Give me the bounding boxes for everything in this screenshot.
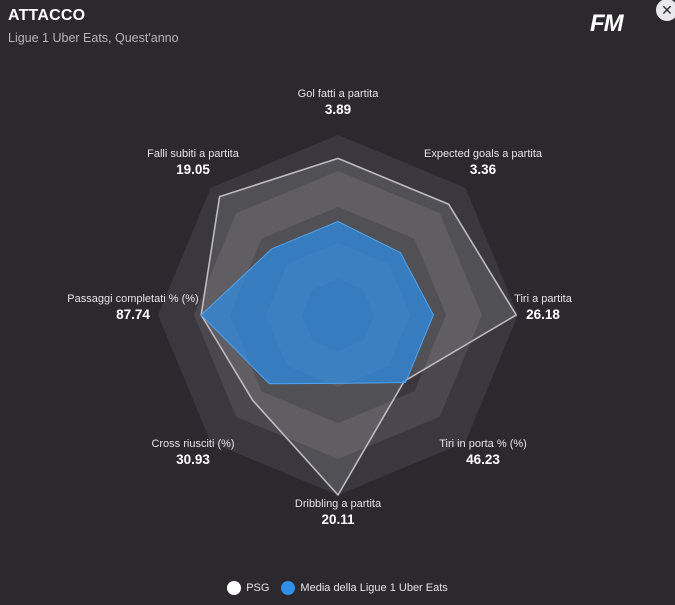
axis-label: Gol fatti a partita xyxy=(298,88,380,100)
axis-value: 19.05 xyxy=(176,162,210,177)
axis-label: Expected goals a partita xyxy=(424,148,543,160)
radar-axis-labels: Gol fatti a partita 3.89 Expected goals a … xyxy=(67,88,572,527)
axis-label: Cross riusciti (%) xyxy=(151,438,234,450)
axis-label-group: Cross riusciti (%) 30.93 xyxy=(151,438,234,467)
axis-label: Passaggi completati % (%) xyxy=(67,293,198,305)
axis-value: 26.18 xyxy=(526,307,560,322)
axis-label: Tiri a partita xyxy=(514,293,573,305)
panel-subtitle: Ligue 1 Uber Eats, Quest'anno xyxy=(8,31,179,45)
axis-label-group: Tiri a partita 26.18 xyxy=(514,293,573,322)
legend-dot-league xyxy=(281,581,296,595)
axis-label-group: Tiri in porta % (%) 46.23 xyxy=(439,438,527,467)
axis-label-group: Passaggi completati % (%) 87.74 xyxy=(67,293,198,322)
axis-value: 3.89 xyxy=(325,102,351,117)
legend-item-league[interactable]: Media della Ligue 1 Uber Eats xyxy=(281,581,448,595)
radar-chart: Gol fatti a partita 3.89 Expected goals a … xyxy=(67,88,572,527)
axis-value: 20.11 xyxy=(321,512,355,527)
chart-legend: PSG Media della Ligue 1 Uber Eats xyxy=(0,581,675,595)
axis-label-group: Expected goals a partita 3.36 xyxy=(424,148,543,177)
axis-label: Falli subiti a partita xyxy=(147,148,240,160)
legend-label-team: PSG xyxy=(246,582,270,594)
close-icon[interactable]: ✕ xyxy=(654,0,675,23)
axis-value: 3.36 xyxy=(470,162,497,177)
legend-dot-team xyxy=(227,581,242,595)
fm-logo: FM xyxy=(590,10,624,37)
axis-value: 46.23 xyxy=(466,452,500,467)
axis-label: Tiri in porta % (%) xyxy=(439,438,527,450)
axis-value: 30.93 xyxy=(176,452,210,467)
legend-item-team[interactable]: PSG xyxy=(227,581,269,595)
axis-label-group: Dribbling a partita 20.11 xyxy=(295,498,382,527)
axis-value: 87.74 xyxy=(116,307,150,322)
radar-series xyxy=(200,157,518,496)
panel-title: ATTACCO xyxy=(8,7,86,24)
axis-label-group: Falli subiti a partita 19.05 xyxy=(147,148,240,177)
axis-label: Dribbling a partita xyxy=(295,498,382,510)
radar-series-league xyxy=(200,220,434,385)
axis-label-group: Gol fatti a partita 3.89 xyxy=(298,88,380,117)
legend-label-league: Media della Ligue 1 Uber Eats xyxy=(300,582,448,594)
